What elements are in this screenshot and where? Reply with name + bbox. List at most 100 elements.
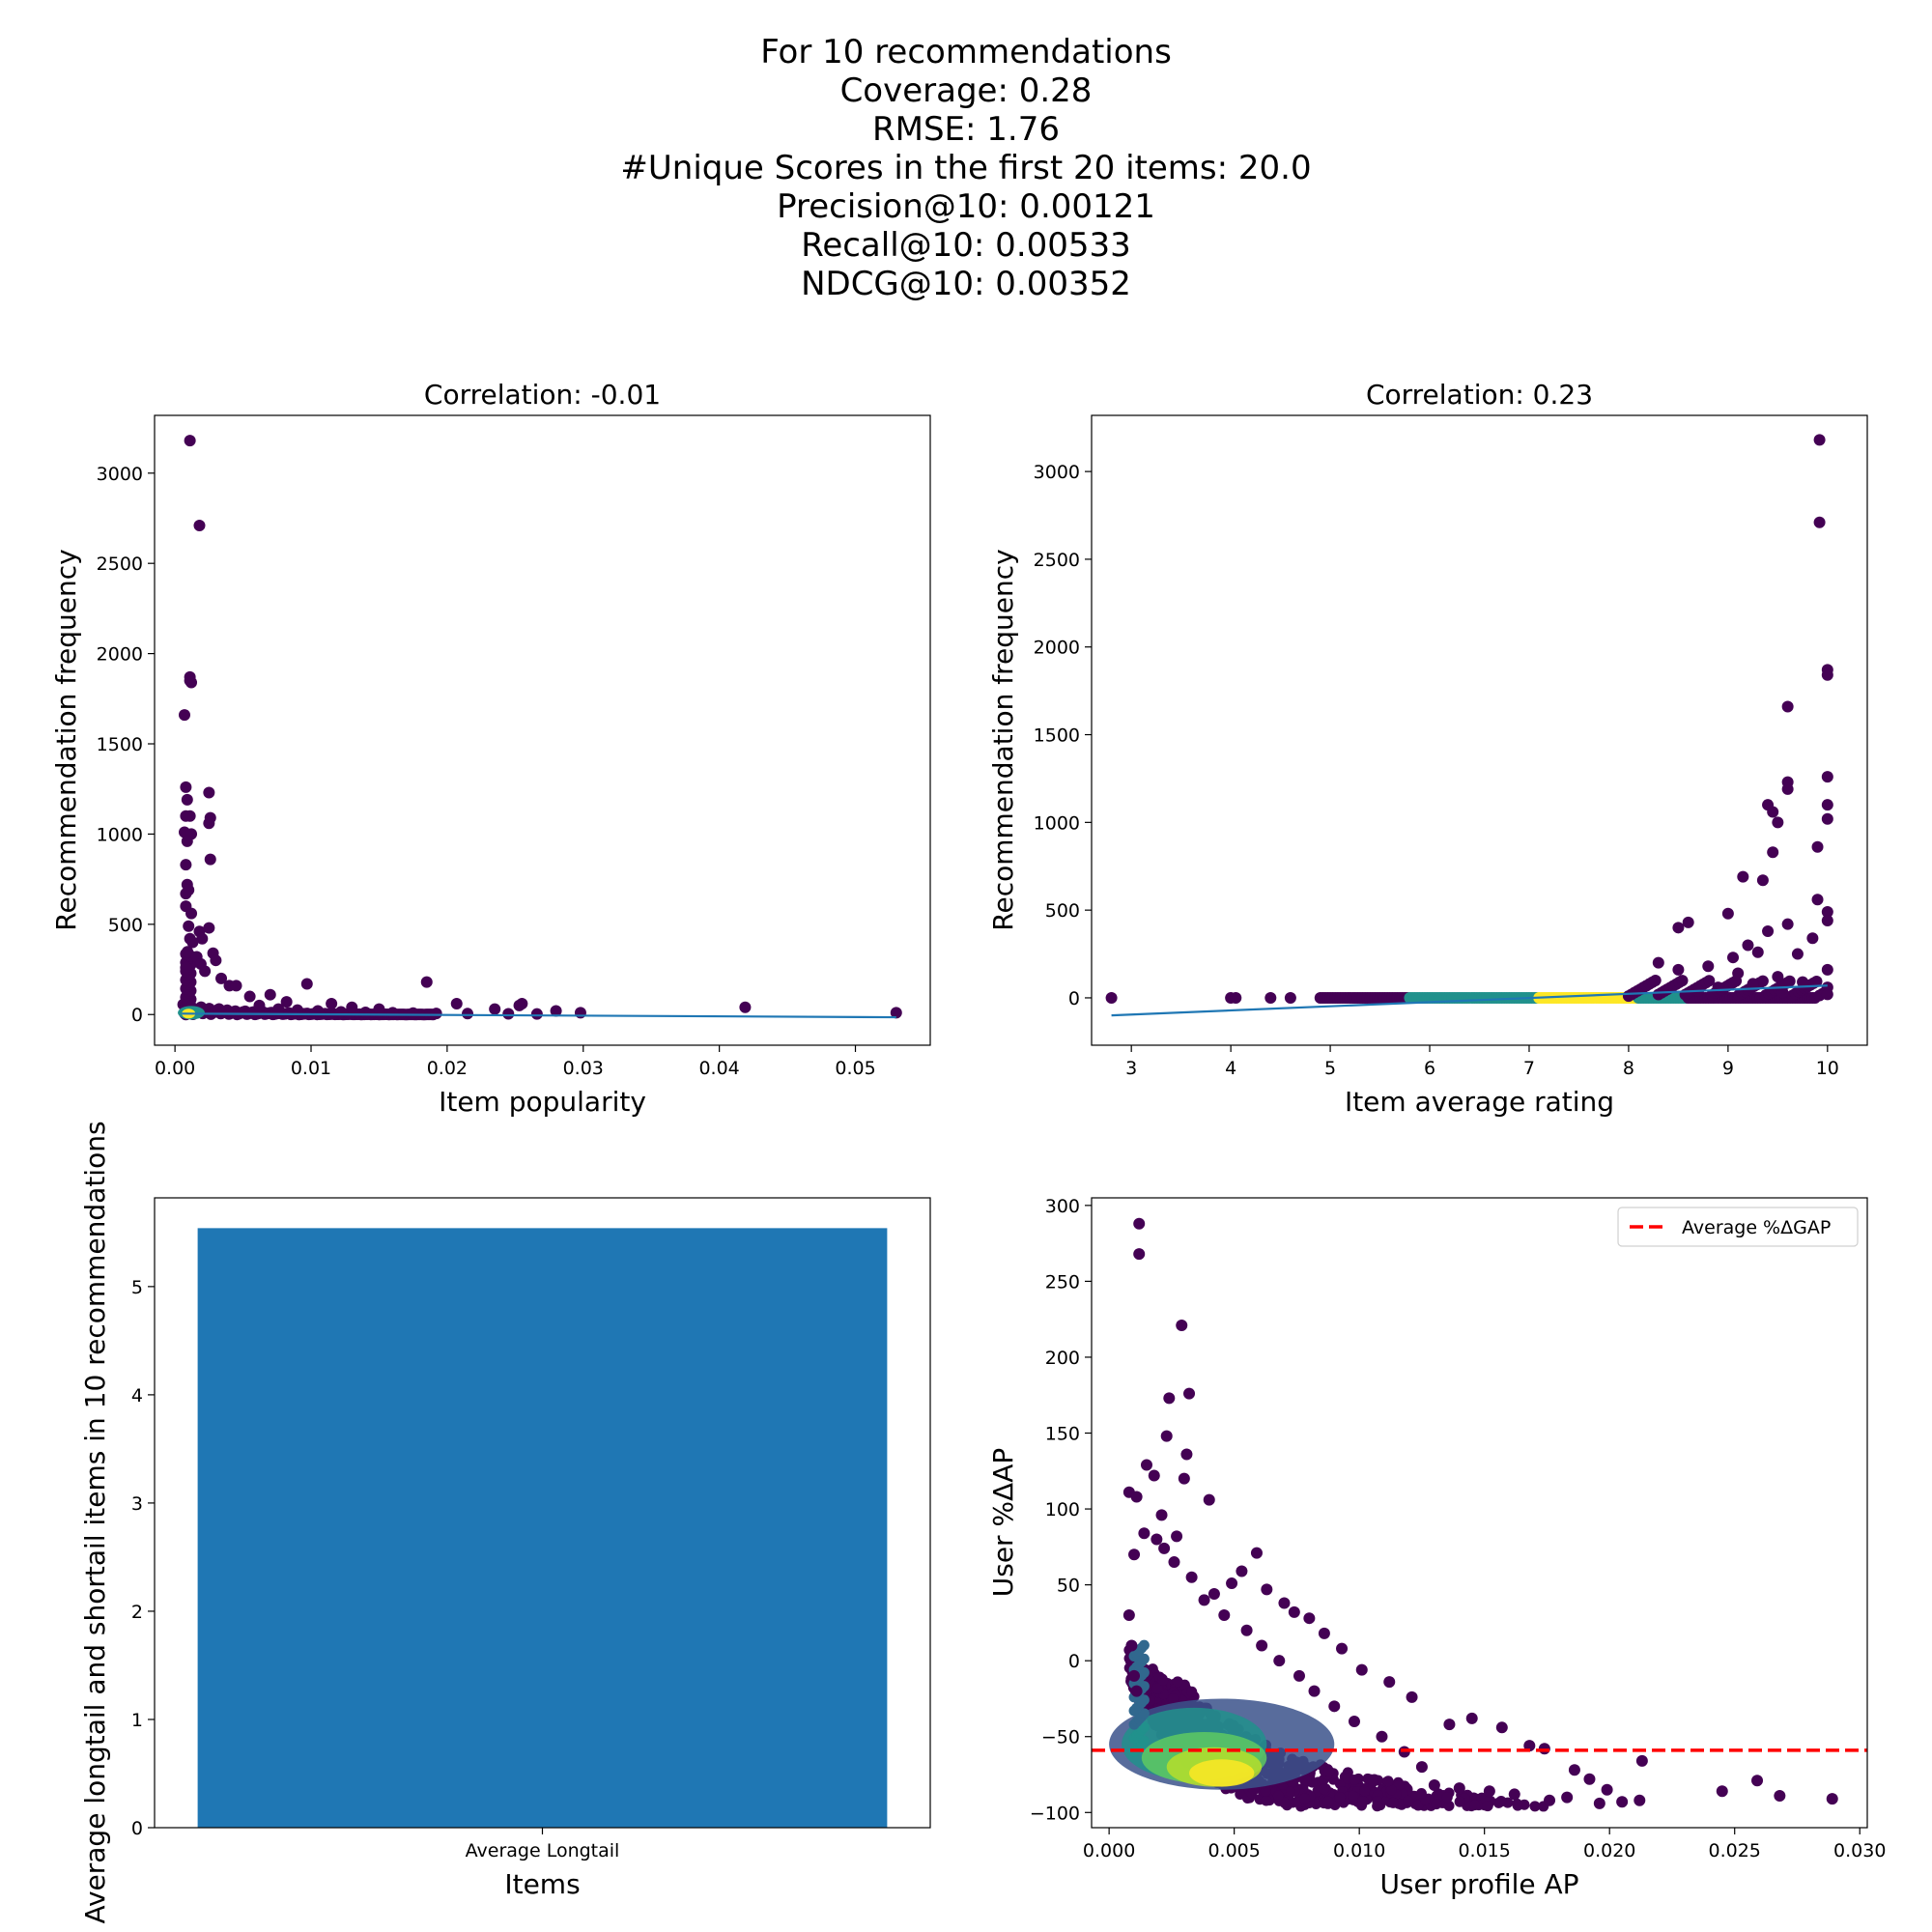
scatter-point: [1372, 1801, 1383, 1812]
y-tick-label: 0: [131, 1005, 143, 1026]
x-tick-label: 0.05: [835, 1058, 875, 1079]
x-tick-label: 0.03: [563, 1058, 604, 1079]
y-tick-label: 0: [1068, 1651, 1080, 1672]
scatter-point: [203, 922, 215, 934]
scatter-point: [1811, 894, 1824, 906]
scatter-point: [1158, 1542, 1171, 1554]
scatter-point: [326, 998, 338, 1010]
y-tick-label: 300: [1045, 1196, 1080, 1217]
scatter-point: [1403, 1795, 1414, 1806]
scatter-point: [1772, 971, 1784, 983]
scatter-point: [1138, 1666, 1150, 1678]
scatter-point: [1561, 1791, 1574, 1804]
panel-popularity-scatter: 0.00 0.01 0.02 0.03 0.04 0.05 0 500 1000 1500 2000…: [50, 379, 931, 1118]
scatter-point: [1774, 1790, 1786, 1803]
scatter-point: [1138, 1527, 1151, 1540]
scatter-point: [1151, 1683, 1163, 1694]
scatter-point: [280, 996, 293, 1009]
scatter-point: [199, 965, 212, 978]
scatter-point: [1273, 1655, 1286, 1667]
axes-frame: [1091, 1197, 1868, 1829]
scatter-point: [180, 859, 192, 871]
scatter-point: [1813, 434, 1826, 446]
scatter-point: [407, 1007, 419, 1019]
x-tick-label: 9: [1722, 1058, 1734, 1079]
scatter-point: [1180, 1448, 1193, 1461]
scatter-point: [1376, 1730, 1388, 1743]
scatter-point: [1821, 771, 1833, 783]
scatter-point: [210, 954, 222, 967]
y-tick-label: 50: [1057, 1576, 1080, 1597]
scatter-point: [1821, 963, 1833, 976]
scatter-point: [1412, 1800, 1424, 1811]
scatter-point: [1495, 1796, 1507, 1807]
x-tick-label: 0.02: [427, 1058, 468, 1079]
scatter-point: [1821, 812, 1833, 825]
scatter-point: [1441, 1792, 1453, 1804]
y-tick-label: −50: [1041, 1727, 1080, 1748]
scatter-point: [1278, 1597, 1291, 1609]
suptitle-line: Coverage: 0.28: [839, 71, 1093, 110]
scatter-point: [1323, 1766, 1335, 1777]
scatter-point: [346, 1001, 358, 1013]
scatter-point: [1762, 924, 1775, 937]
scatter-point: [335, 1006, 348, 1018]
y-tick-label: 1500: [97, 734, 143, 755]
scatter-point: [181, 793, 193, 806]
scatter-point: [1272, 1790, 1284, 1802]
scatter-point: [1318, 1627, 1330, 1639]
scatter-point: [1208, 1588, 1220, 1601]
scatter-point: [291, 1004, 303, 1016]
x-tick-label: 5: [1324, 1058, 1336, 1079]
scatter-point: [180, 888, 192, 900]
suptitle-line: Recall@10: 0.00533: [801, 226, 1131, 265]
scatter-point: [1712, 981, 1724, 994]
scatter-point: [272, 1003, 285, 1015]
scatter-point: [1171, 1530, 1183, 1543]
scatter-point: [180, 961, 192, 974]
scatter-point: [1797, 976, 1809, 988]
suptitle-line: For 10 recommendations: [760, 33, 1172, 71]
bar: [197, 1228, 888, 1828]
scatter-point: [359, 1006, 372, 1018]
scatter-point: [1767, 846, 1779, 859]
x-tick-label: 0.01: [291, 1058, 331, 1079]
scatter-point: [739, 1001, 752, 1013]
scatter-point: [185, 907, 198, 920]
density-band: [1189, 1759, 1255, 1787]
scatter-point: [386, 1007, 399, 1019]
scatter-point: [1105, 991, 1118, 1004]
panel-user-ap-scatter: 0.000 0.005 0.010 0.015 0.020 0.025 0.030 −100 −…: [987, 1196, 1886, 1900]
y-tick-label: 3000: [1034, 462, 1080, 483]
scatter-point: [1732, 967, 1745, 980]
scatter-point: [1299, 1793, 1311, 1804]
y-tick-label: 2000: [97, 644, 143, 666]
scatter-point: [1133, 1248, 1146, 1261]
x-axis-label: Item popularity: [439, 1086, 646, 1118]
scatter-point: [193, 519, 206, 531]
scatter-point: [215, 972, 228, 984]
panel-longtail-bar: Average Longtail 0 1 2 3 4 5 Items Average longt…: [79, 1121, 931, 1924]
scatter-point: [1261, 1583, 1273, 1596]
scatter-point: [1293, 1669, 1305, 1682]
scatter-point: [1279, 1797, 1291, 1808]
scatter-point: [1811, 840, 1824, 853]
scatter-point: [180, 781, 192, 793]
scatter-point: [1348, 1716, 1360, 1728]
scatter-point: [1138, 1735, 1150, 1747]
scatter-point: [1616, 1796, 1629, 1808]
scatter-point: [530, 1008, 543, 1020]
scatter-point: [1652, 956, 1664, 969]
scatter-point: [1431, 1799, 1442, 1810]
suptitle-line: #Unique Scores in the first 20 items: 20…: [620, 149, 1312, 187]
y-tick-label: 1500: [1034, 725, 1080, 747]
scatter-point: [1348, 1790, 1359, 1802]
scatter-point: [1185, 1571, 1198, 1583]
scatter-point: [1264, 991, 1277, 1004]
scatter-point: [1601, 1783, 1613, 1796]
scatter-point: [1226, 1577, 1238, 1590]
scatter-point: [1155, 1509, 1168, 1521]
x-tick-label: 0.030: [1833, 1840, 1886, 1861]
scatter-point: [1230, 991, 1242, 1004]
